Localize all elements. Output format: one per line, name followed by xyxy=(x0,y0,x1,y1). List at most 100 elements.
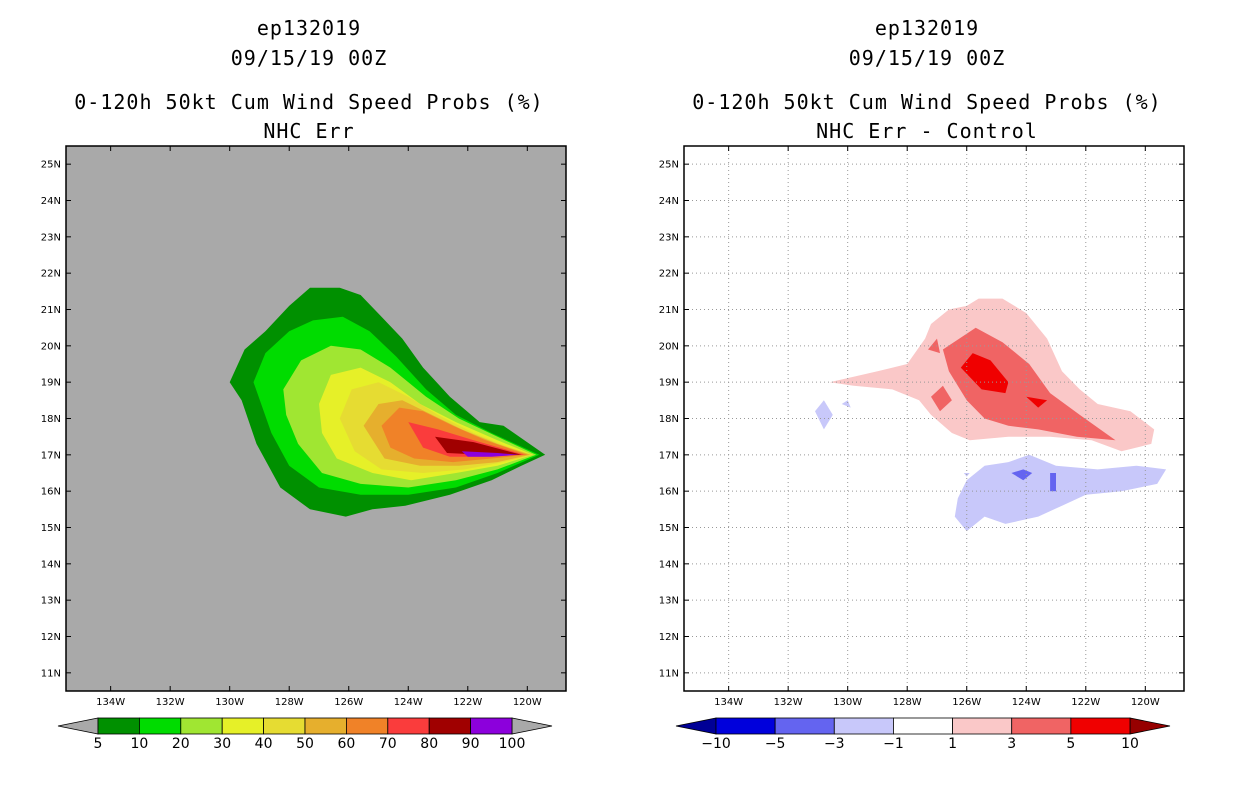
contour-1-area xyxy=(1118,414,1125,423)
colorbar-label: 10 xyxy=(1121,736,1139,752)
y-tick-label: 19N xyxy=(41,378,61,389)
colorbar-label: 20 xyxy=(172,736,190,752)
colorbar-label: −1 xyxy=(883,736,904,752)
y-tick-label: 16N xyxy=(659,487,679,498)
x-tick-label: 130W xyxy=(833,697,862,708)
colorbar-label: 70 xyxy=(379,736,397,752)
colorbar-segment xyxy=(833,717,894,735)
x-tick-label: 134W xyxy=(96,697,125,708)
contour-90-area xyxy=(461,451,519,457)
colorbar-segment xyxy=(180,717,223,735)
y-tick-label: 13N xyxy=(659,596,679,607)
colorbar-extend-high xyxy=(1129,717,1171,735)
colorbar-segment xyxy=(138,717,182,735)
colorbar-extend-low xyxy=(57,717,99,735)
y-tick-label: 25N xyxy=(41,160,61,171)
left-panel: ep132019 09/15/19 00Z 0-120h 50kt Cum Wi… xyxy=(41,16,567,752)
y-tick-label: 11N xyxy=(41,668,61,679)
contour-neg3-area xyxy=(1050,473,1056,492)
x-tick-label: 128W xyxy=(275,697,304,708)
colorbar-segment xyxy=(893,717,953,735)
x-tick-label: 124W xyxy=(394,697,423,708)
colorbar-label: 10 xyxy=(130,736,148,752)
x-tick-label: 132W xyxy=(774,697,803,708)
x-tick-label: 132W xyxy=(156,697,185,708)
left-storm-id: ep132019 xyxy=(256,16,362,40)
colorbar-label: 3 xyxy=(1007,736,1016,752)
contour-neg1-area xyxy=(954,454,1167,532)
x-tick-label: 126W xyxy=(952,697,981,708)
colorbar-segment xyxy=(952,717,1013,735)
colorbar-segment xyxy=(1070,717,1131,735)
x-tick-label: 130W xyxy=(215,697,244,708)
right-map-plot: 134W 132W 130W 128W 126W 124W 122W 120W11N12N13… xyxy=(659,145,1185,752)
colorbar-segment xyxy=(470,717,513,735)
colorbar-segment xyxy=(345,717,389,735)
left-chart-subtitle: NHC Err xyxy=(263,119,355,143)
x-tick-label: 126W xyxy=(334,697,363,708)
colorbar-segment xyxy=(263,717,306,735)
y-tick-label: 22N xyxy=(659,269,679,280)
contour-3-area xyxy=(928,338,940,354)
y-tick-label: 15N xyxy=(41,523,61,534)
colorbar-segment xyxy=(774,717,835,735)
y-tick-label: 22N xyxy=(41,269,61,280)
y-tick-label: 18N xyxy=(41,414,61,425)
y-tick-label: 23N xyxy=(41,232,61,243)
y-tick-label: 23N xyxy=(659,232,679,243)
x-tick-label: 128W xyxy=(893,697,922,708)
y-tick-label: 17N xyxy=(659,450,679,461)
colorbar-label: 1 xyxy=(948,736,957,752)
y-tick-label: 15N xyxy=(659,523,679,534)
colorbar-label: 100 xyxy=(499,736,526,752)
colorbar-segment xyxy=(97,717,140,735)
contour-80-area xyxy=(435,436,522,455)
y-tick-label: 14N xyxy=(659,559,679,570)
contour-3-area xyxy=(931,385,952,412)
y-tick-label: 16N xyxy=(41,487,61,498)
y-tick-label: 21N xyxy=(41,305,61,316)
right-chart-title: 0-120h 50kt Cum Wind Speed Probs (%) xyxy=(692,90,1162,114)
x-tick-label: 120W xyxy=(1131,697,1160,708)
colorbar-segment xyxy=(428,717,472,735)
y-tick-label: 19N xyxy=(659,378,679,389)
colorbar-label: −5 xyxy=(765,736,786,752)
x-tick-label: 124W xyxy=(1012,697,1041,708)
gridlines xyxy=(684,146,1184,691)
colorbar-label: 30 xyxy=(213,736,231,752)
right-date: 09/15/19 00Z xyxy=(848,46,1006,70)
left-chart-title: 0-120h 50kt Cum Wind Speed Probs (%) xyxy=(74,90,544,114)
x-tick-label: 122W xyxy=(1071,697,1100,708)
colorbar-label: 50 xyxy=(296,736,314,752)
x-tick-label: 122W xyxy=(453,697,482,708)
colorbar-segment xyxy=(715,717,776,735)
colorbar-segment xyxy=(221,717,264,735)
y-tick-label: 12N xyxy=(41,632,61,643)
contour-5-area xyxy=(960,353,1009,394)
colorbar-label: 5 xyxy=(94,736,103,752)
y-tick-label: 20N xyxy=(659,341,679,352)
right-storm-id: ep132019 xyxy=(874,16,980,40)
colorbar-segment xyxy=(304,717,347,735)
y-tick-label: 25N xyxy=(659,160,679,171)
colorbar-extend-low xyxy=(675,717,717,735)
colorbar-label: −3 xyxy=(824,736,845,752)
contour-5-area xyxy=(1026,396,1048,408)
contour-neg1-area xyxy=(815,400,833,430)
y-tick-label: 13N xyxy=(41,596,61,607)
y-tick-label: 14N xyxy=(41,559,61,570)
contour-layer xyxy=(229,287,546,517)
y-tick-label: 24N xyxy=(41,196,61,207)
y-tick-label: 20N xyxy=(41,341,61,352)
x-tick-label: 134W xyxy=(714,697,743,708)
y-tick-label: 18N xyxy=(659,414,679,425)
contour-3-area xyxy=(942,327,1116,441)
contour-layer xyxy=(815,298,1167,532)
colorbar-label: 80 xyxy=(420,736,438,752)
colorbar-label: 60 xyxy=(337,736,355,752)
colorbar-label: −10 xyxy=(701,736,731,752)
colorbar-segment xyxy=(1011,717,1072,735)
y-tick-label: 21N xyxy=(659,305,679,316)
right-chart-subtitle: NHC Err - Control xyxy=(816,119,1038,143)
y-tick-label: 24N xyxy=(659,196,679,207)
